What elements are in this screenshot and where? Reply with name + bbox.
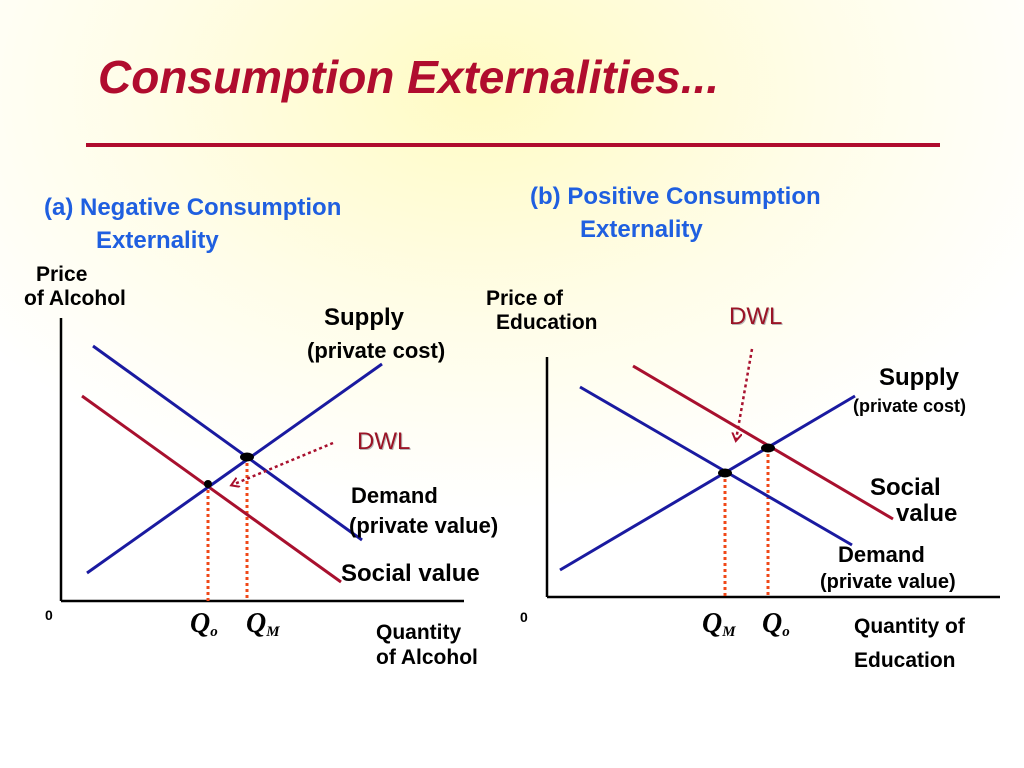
panel-b-graph (545, 348, 1000, 599)
panel-b-title-line2: Externality (580, 216, 703, 243)
panel-b-social-value-label: Social value (870, 475, 957, 527)
panel-a-title: (a) Negative Consumption Externality (44, 191, 341, 257)
panel-b-demand-curve (579, 385, 853, 547)
panel-b-q-market-label: QM (702, 608, 736, 641)
panel-b-x-axis-label: Quantity of Education (854, 610, 965, 678)
panel-a-supply-label: Supply (324, 304, 405, 331)
panel-b-demand-sub: (private value) (820, 571, 956, 593)
panel-b-social-value-line2: value (896, 500, 958, 527)
panel-a-dwl-label: DWL (357, 428, 411, 455)
panel-a-demand-label: Demand (351, 483, 438, 508)
panel-b-y-axis-label: Price of Education (486, 287, 598, 335)
title-divider (86, 143, 940, 147)
slide-title: Consumption Externalities... (98, 51, 720, 103)
panel-a-market-equilibrium-dot (240, 452, 254, 462)
panel-b-x-axis-label-line1: Quantity of (854, 615, 965, 638)
panel-b-q-optimum-sub: o (782, 624, 790, 640)
panel-b-optimum-dot (761, 443, 775, 453)
panel-b-social-value-line1: Social (870, 474, 941, 501)
panel-a-x-axis-label-line1: Quantity (376, 621, 462, 644)
panel-a-y-axis-label-line1: Price (36, 263, 88, 286)
panel-a-title-line1: (a) Negative Consumption (44, 194, 342, 221)
panel-b-origin: 0 (520, 609, 528, 625)
panel-b-q-optimum-main: Q (762, 608, 783, 639)
panel-a-social-value-curve (81, 394, 342, 584)
panel-a-q-optimum-sub: o (210, 624, 218, 640)
panel-a-x-axis-label: Quantity of Alcohol (376, 620, 478, 670)
panel-b-y-axis-label-line2: Education (496, 311, 598, 334)
panel-a-q-market-sub: M (266, 624, 280, 640)
panel-b-dwl-arrow (736, 348, 754, 440)
panel-a-supply-curve (86, 362, 383, 575)
panel-a-y-axis-label-line2: of Alcohol (24, 287, 126, 310)
panel-a-y-axis-label: Price of Alcohol (24, 263, 126, 311)
panel-a-q-optimum-main: Q (190, 608, 211, 639)
panel-b-q-optimum-label: Qo (762, 608, 790, 641)
panel-b-x-axis-label-line2: Education (854, 649, 956, 672)
panel-b-demand-label: Demand (838, 542, 925, 567)
panel-a-x-axis-label-line2: of Alcohol (376, 646, 478, 669)
panel-b-q-market-main: Q (702, 608, 723, 639)
panel-a-origin: 0 (45, 607, 53, 623)
panel-a-q-optimum-label: Qo (190, 608, 218, 641)
panel-a-q-market-label: QM (246, 608, 280, 641)
panel-a-dwl-arrow (232, 441, 334, 485)
panel-b-market-equilibrium-dot (718, 468, 732, 478)
panel-a-demand-curve (92, 344, 363, 542)
panel-b-supply-curve (559, 394, 856, 572)
panel-b-title: (b) Positive Consumption Externality (530, 180, 821, 246)
panel-b-dwl-label: DWL (729, 303, 783, 330)
panel-a-optimum-dot (204, 480, 212, 488)
panel-b-social-value-curve (632, 364, 894, 521)
panel-a-social-value-label: Social value (341, 560, 480, 587)
panel-a-supply-sub: (private cost) (307, 338, 446, 363)
panel-a-q-market-main: Q (246, 608, 267, 639)
panel-b-title-line1: (b) Positive Consumption (530, 183, 821, 210)
panel-a-graph (59, 318, 464, 603)
panel-b-y-axis-label-line1: Price of (486, 287, 564, 310)
panel-b-q-market-sub: M (722, 624, 736, 640)
panel-b-supply-sub: (private cost) (853, 396, 967, 416)
panel-a-demand-sub: (private value) (349, 513, 499, 538)
panel-b-supply-label: Supply (879, 364, 960, 391)
panel-a-title-line2: Externality (96, 227, 219, 254)
